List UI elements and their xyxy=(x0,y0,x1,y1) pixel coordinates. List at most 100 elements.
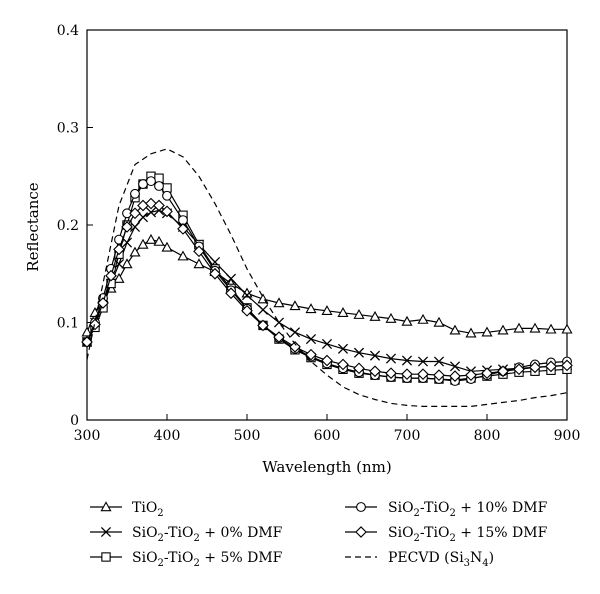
legend-item: SiO2-TiO2 + 15% DMF xyxy=(345,525,548,544)
legend-item: SiO2-TiO2 + 5% DMF xyxy=(90,550,283,569)
x-axis: 300 400 500 600 700 800 900 xyxy=(74,414,581,444)
data-point xyxy=(129,246,141,257)
data-point xyxy=(225,287,237,300)
data-point xyxy=(225,273,237,284)
data-point xyxy=(105,269,117,282)
data-point xyxy=(321,305,333,316)
x-tick-label: 500 xyxy=(234,428,261,444)
data-point xyxy=(321,338,333,350)
legend-swatch-marker xyxy=(100,501,112,512)
legend-label-part: + 15% DMF xyxy=(456,525,548,541)
data-point xyxy=(273,317,285,328)
data-point xyxy=(145,197,157,210)
x-tick-label: 900 xyxy=(554,428,581,444)
data-point xyxy=(145,233,157,244)
data-point xyxy=(305,303,317,314)
data-point xyxy=(337,358,349,371)
data-point xyxy=(385,312,397,323)
legend-label-part: + 10% DMF xyxy=(456,500,548,516)
data-point xyxy=(481,367,493,380)
data-point xyxy=(257,319,269,332)
data-point xyxy=(369,310,381,321)
legend-label: SiO2-TiO2 + 10% DMF xyxy=(388,500,548,519)
data-point xyxy=(289,300,301,311)
data-point xyxy=(321,354,333,367)
data-point xyxy=(89,318,101,331)
data-point xyxy=(337,343,349,354)
data-point xyxy=(97,297,109,309)
data-point xyxy=(146,176,156,187)
data-point xyxy=(497,324,509,335)
data-point xyxy=(465,369,477,381)
legend-label-part: SiO xyxy=(388,525,414,541)
legend-label-part: -TiO xyxy=(164,550,194,566)
data-point xyxy=(561,359,573,372)
legend-label-part: 2 xyxy=(449,508,455,519)
data-point xyxy=(177,223,189,235)
y-tick-label: 0 xyxy=(70,413,79,429)
data-point xyxy=(385,367,397,380)
y-tick-label: 0.1 xyxy=(57,316,79,332)
data-point xyxy=(209,267,221,280)
data-point xyxy=(401,355,413,366)
data-point xyxy=(145,207,157,218)
y-tick-label: 0.2 xyxy=(57,218,79,234)
legend-label-part: 4 xyxy=(482,558,488,569)
y-axis-title: Reflectance xyxy=(24,182,42,271)
data-point xyxy=(385,353,397,364)
data-point xyxy=(81,336,93,348)
series-layer xyxy=(81,148,573,407)
legend-label-part: TiO xyxy=(132,500,157,516)
data-point xyxy=(153,235,165,246)
data-point xyxy=(529,322,541,333)
data-point xyxy=(513,322,525,333)
data-point xyxy=(121,237,133,248)
data-point xyxy=(497,365,509,378)
data-point xyxy=(353,362,365,375)
data-point xyxy=(305,334,317,345)
series-line xyxy=(86,238,567,334)
legend-item: PECVD (Si3N4) xyxy=(345,550,494,569)
legend-label-part: N xyxy=(470,550,482,566)
data-point xyxy=(121,221,133,233)
data-point xyxy=(513,363,525,376)
data-point xyxy=(417,356,429,367)
data-point xyxy=(449,324,461,335)
data-point xyxy=(241,290,253,301)
x-tick-label: 700 xyxy=(394,428,421,444)
x-tick-label: 400 xyxy=(154,428,181,444)
legend-label-part: 2 xyxy=(193,533,199,544)
data-point xyxy=(481,326,493,337)
legend-swatch-marker xyxy=(356,502,366,512)
series-line xyxy=(86,148,568,407)
legend-label-part: SiO xyxy=(132,525,158,541)
series-line xyxy=(86,209,568,372)
legend-label-part: -TiO xyxy=(164,525,194,541)
series-4 xyxy=(81,197,573,382)
data-point xyxy=(129,221,141,233)
data-point xyxy=(561,323,573,334)
data-point xyxy=(433,316,445,327)
x-tick-label: 600 xyxy=(314,428,341,444)
legend-label-part: + 5% DMF xyxy=(200,550,283,566)
series-0 xyxy=(81,233,573,338)
data-point xyxy=(417,313,429,324)
legend-label: SiO2-TiO2 + 15% DMF xyxy=(388,525,548,544)
data-point xyxy=(129,207,141,220)
legend-label-part: SiO xyxy=(388,500,414,516)
data-point xyxy=(353,347,365,358)
legend-swatch-marker xyxy=(100,526,112,538)
legend-label-part: PECVD (Si xyxy=(388,550,464,566)
legend-label-part: SiO xyxy=(132,550,158,566)
series-5 xyxy=(86,148,568,407)
legend-label-part: 2 xyxy=(449,533,455,544)
legend-label-part: ) xyxy=(489,550,494,566)
data-point xyxy=(465,327,477,338)
data-point xyxy=(545,323,557,334)
data-point xyxy=(161,241,173,252)
data-point xyxy=(121,258,133,269)
data-point xyxy=(130,188,140,199)
legend-swatch-marker xyxy=(101,552,111,562)
